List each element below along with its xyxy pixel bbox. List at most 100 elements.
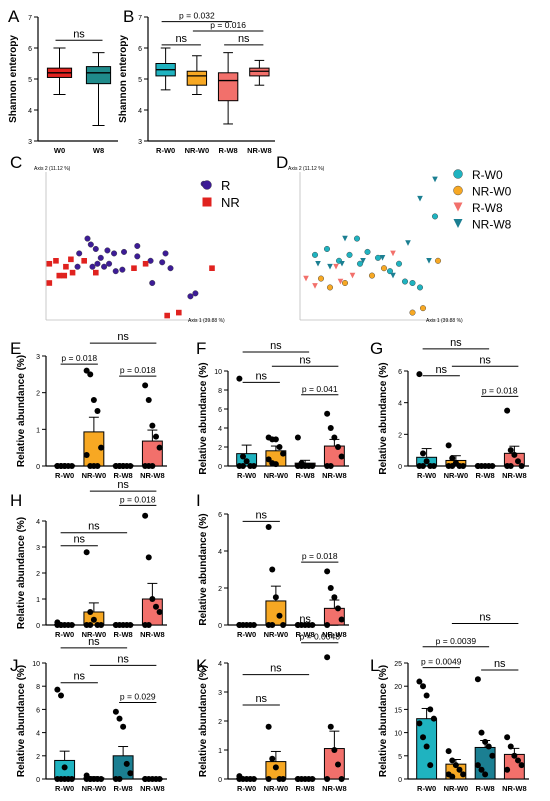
data-point bbox=[269, 566, 276, 573]
data-point bbox=[98, 776, 105, 782]
y-tick-label: 3 bbox=[28, 139, 32, 146]
data-point bbox=[449, 463, 456, 469]
significance-label: p = 0.018 bbox=[61, 353, 97, 363]
significance-label: p = 0.029 bbox=[120, 691, 156, 701]
significance-label: p = 0.018 bbox=[120, 494, 156, 504]
scatter-point bbox=[381, 265, 388, 272]
data-point bbox=[514, 458, 521, 465]
data-point bbox=[449, 773, 456, 780]
data-point bbox=[149, 596, 156, 602]
data-point bbox=[482, 771, 489, 778]
significance-label: ns bbox=[255, 693, 267, 705]
y-tick-label: 1 bbox=[36, 427, 40, 434]
y-tick-label: 2 bbox=[218, 586, 222, 593]
x-tick-label: W0 bbox=[54, 146, 65, 155]
panel-label-b: B bbox=[123, 7, 134, 26]
data-point bbox=[294, 776, 301, 782]
scatter-point bbox=[176, 309, 182, 316]
data-point bbox=[54, 686, 61, 693]
data-point bbox=[145, 554, 152, 561]
panel-label-d: D bbox=[276, 153, 288, 172]
y-tick-label: 0 bbox=[36, 464, 40, 471]
data-point bbox=[518, 762, 525, 769]
x-tick-label: R-W0 bbox=[237, 784, 256, 793]
scatter-point bbox=[69, 269, 76, 276]
data-point bbox=[240, 463, 247, 469]
data-point bbox=[420, 450, 427, 457]
data-point bbox=[58, 622, 65, 628]
legend-label: NR bbox=[221, 195, 240, 210]
panel-label-a: A bbox=[8, 7, 20, 26]
legend-label: R-W0 bbox=[472, 168, 503, 182]
x-tick-label: NR-W0 bbox=[82, 630, 107, 639]
data-point bbox=[338, 776, 345, 782]
data-point bbox=[478, 766, 485, 773]
y-tick-label: 2 bbox=[36, 571, 40, 578]
box bbox=[249, 67, 270, 77]
scatter-point bbox=[192, 290, 199, 297]
legend-marker bbox=[453, 202, 463, 212]
significance-label: ns bbox=[479, 612, 491, 624]
x-tick-label: R-W0 bbox=[55, 784, 74, 793]
y-tick-label: 3 bbox=[36, 354, 40, 361]
y-tick-label: 0 bbox=[218, 777, 222, 784]
data-point bbox=[420, 683, 427, 690]
scatter-point bbox=[327, 263, 333, 270]
data-point bbox=[334, 761, 341, 768]
data-point bbox=[236, 375, 243, 382]
y-tick-label: 6 bbox=[218, 512, 222, 519]
data-point bbox=[489, 463, 496, 469]
significance-label: ns bbox=[270, 340, 282, 352]
scatter-point bbox=[87, 241, 94, 248]
significance-label: ns bbox=[494, 658, 506, 670]
y-tick-label: 5 bbox=[28, 77, 32, 84]
x-tick-label: NR-W0 bbox=[264, 784, 289, 793]
y-axis-label: Relative abundance (%) bbox=[16, 665, 27, 777]
y-tick-label: 2 bbox=[36, 754, 40, 761]
significance-label: p = 0.016 bbox=[210, 20, 246, 30]
y-axis-label: Relative abundance (%) bbox=[198, 362, 209, 474]
data-point bbox=[427, 762, 434, 769]
x-tick-label: R-W8 bbox=[476, 784, 495, 793]
y-tick-label: 5 bbox=[398, 754, 402, 761]
x-tick-label: NR-W0 bbox=[444, 784, 469, 793]
y-tick-label: 8 bbox=[36, 684, 40, 691]
significance-label: ns bbox=[435, 364, 447, 376]
x-tick-label: NR-W0 bbox=[264, 471, 289, 480]
significance-label: ns bbox=[73, 534, 85, 546]
scatter-point bbox=[405, 240, 411, 246]
legend-label: NR-W8 bbox=[472, 218, 512, 232]
x-tick-label: R-W8 bbox=[296, 784, 315, 793]
data-point bbox=[298, 463, 305, 469]
data-point bbox=[68, 776, 75, 782]
y-tick-label: 2 bbox=[218, 719, 222, 726]
x-tick-label: NR-W8 bbox=[140, 630, 165, 639]
legend-label: R-W8 bbox=[472, 201, 503, 215]
data-point bbox=[145, 622, 152, 628]
data-point bbox=[120, 723, 127, 730]
box bbox=[186, 70, 208, 86]
data-point bbox=[68, 463, 75, 469]
y-axis-label: Relative abundance (%) bbox=[198, 665, 209, 777]
y-tick-label: 5 bbox=[138, 77, 142, 84]
data-point bbox=[280, 776, 287, 782]
data-point bbox=[430, 463, 437, 469]
box bbox=[85, 66, 112, 85]
panel-a: 3 4 5 6 7 Shannon enteropy W0 W8 ns bbox=[8, 15, 118, 155]
significance-label: p = 0.0049 bbox=[421, 657, 462, 667]
scatter-point bbox=[312, 283, 318, 289]
legend-label: R bbox=[221, 178, 230, 193]
data-point bbox=[87, 622, 94, 628]
data-point bbox=[430, 715, 437, 722]
data-point bbox=[460, 463, 467, 469]
y-tick-label: 4 bbox=[138, 108, 142, 115]
data-point bbox=[127, 622, 134, 628]
data-point bbox=[420, 734, 427, 741]
box bbox=[217, 72, 239, 102]
panel-label-j: J bbox=[10, 656, 19, 675]
data-point bbox=[142, 382, 149, 389]
data-point bbox=[416, 678, 423, 685]
scatter-point bbox=[209, 265, 215, 271]
panel-label-h: H bbox=[10, 491, 22, 510]
